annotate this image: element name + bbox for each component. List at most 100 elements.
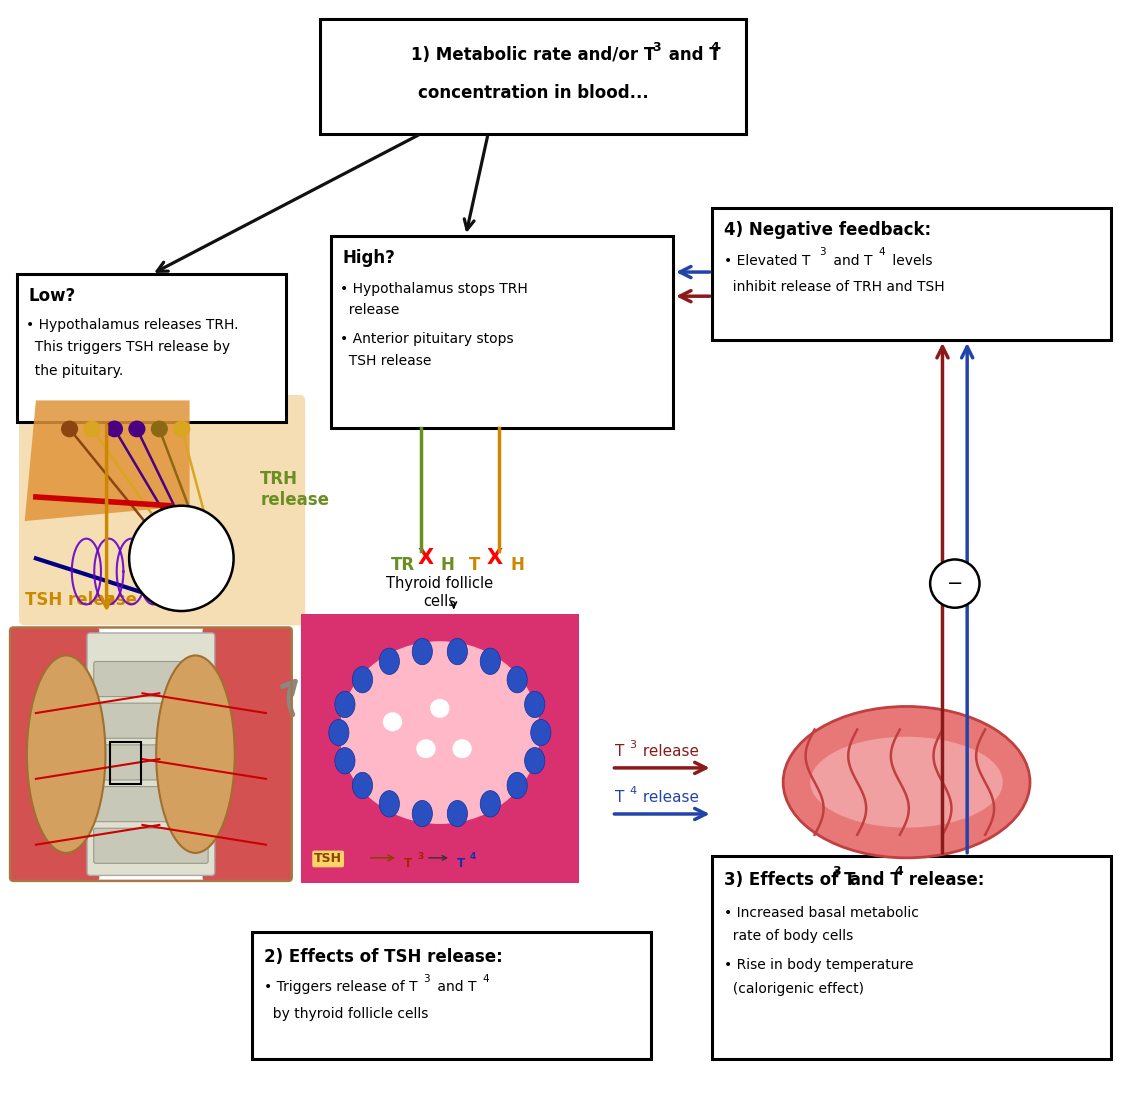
Text: TSH release: TSH release	[25, 591, 137, 609]
Circle shape	[129, 421, 145, 437]
Text: inhibit release of TRH and TSH: inhibit release of TRH and TSH	[724, 281, 945, 294]
Text: 4: 4	[470, 852, 477, 861]
Text: 2) Effects of TSH release:: 2) Effects of TSH release:	[264, 948, 503, 965]
Circle shape	[107, 421, 122, 437]
Ellipse shape	[507, 667, 527, 693]
Text: • Triggers release of T: • Triggers release of T	[264, 981, 417, 994]
FancyBboxPatch shape	[712, 856, 1111, 1059]
Text: H: H	[441, 556, 454, 574]
PathPatch shape	[25, 400, 190, 521]
Ellipse shape	[412, 801, 432, 827]
Text: X: X	[487, 548, 503, 568]
Text: • Hypothalamus releases TRH.: • Hypothalamus releases TRH.	[26, 318, 238, 331]
Text: release:: release:	[903, 871, 985, 889]
Ellipse shape	[448, 801, 468, 827]
Text: cells: cells	[423, 593, 457, 609]
FancyBboxPatch shape	[252, 932, 651, 1059]
Text: 4: 4	[710, 41, 719, 54]
Text: 3: 3	[417, 852, 423, 861]
FancyBboxPatch shape	[10, 627, 100, 881]
FancyBboxPatch shape	[17, 274, 286, 422]
Text: rate of body cells: rate of body cells	[724, 929, 853, 942]
FancyBboxPatch shape	[88, 633, 214, 875]
FancyBboxPatch shape	[202, 627, 292, 881]
Ellipse shape	[379, 648, 399, 675]
Ellipse shape	[27, 655, 105, 853]
Circle shape	[417, 739, 435, 757]
Text: release: release	[260, 491, 329, 509]
Text: H: H	[511, 556, 524, 574]
Text: 4) Negative feedback:: 4) Negative feedback:	[724, 222, 931, 239]
Text: 3) Effects of T: 3) Effects of T	[724, 871, 855, 889]
Text: T: T	[615, 744, 624, 759]
Text: X: X	[417, 548, 433, 568]
Ellipse shape	[531, 720, 551, 746]
FancyBboxPatch shape	[712, 208, 1111, 340]
Text: and T: and T	[663, 46, 720, 64]
Text: TSH release: TSH release	[340, 354, 431, 367]
Circle shape	[84, 421, 100, 437]
Text: • Elevated T: • Elevated T	[724, 255, 810, 268]
Text: release: release	[638, 744, 699, 759]
Text: • Hypothalamus stops TRH: • Hypothalamus stops TRH	[340, 282, 527, 295]
Ellipse shape	[480, 791, 500, 817]
Circle shape	[384, 713, 402, 731]
Ellipse shape	[129, 506, 233, 611]
Ellipse shape	[334, 747, 355, 773]
Ellipse shape	[156, 655, 234, 853]
Text: 4: 4	[482, 973, 489, 984]
Text: the pituitary.: the pituitary.	[26, 364, 123, 377]
FancyBboxPatch shape	[93, 745, 209, 780]
Text: • Increased basal metabolic: • Increased basal metabolic	[724, 906, 919, 919]
Text: • Anterior pituitary stops: • Anterior pituitary stops	[340, 332, 514, 346]
FancyBboxPatch shape	[19, 395, 305, 625]
FancyBboxPatch shape	[301, 614, 579, 883]
FancyBboxPatch shape	[331, 236, 673, 428]
Text: and T: and T	[844, 871, 901, 889]
Ellipse shape	[340, 641, 540, 824]
Text: and T: and T	[433, 981, 477, 994]
Text: 4: 4	[894, 864, 903, 878]
Text: Low?: Low?	[28, 287, 75, 305]
Text: • Rise in body temperature: • Rise in body temperature	[724, 959, 913, 972]
Text: High?: High?	[342, 249, 395, 267]
Circle shape	[431, 700, 449, 717]
Text: 4: 4	[629, 785, 636, 796]
Ellipse shape	[507, 772, 527, 799]
Text: 3: 3	[423, 973, 430, 984]
Text: release: release	[340, 304, 399, 317]
Text: −: −	[947, 574, 963, 593]
Text: 1) Metabolic rate and/or T: 1) Metabolic rate and/or T	[411, 46, 655, 64]
FancyBboxPatch shape	[93, 661, 209, 697]
Ellipse shape	[334, 691, 355, 717]
Ellipse shape	[352, 772, 373, 799]
Ellipse shape	[810, 737, 1003, 827]
Circle shape	[62, 421, 77, 437]
Text: release: release	[638, 790, 699, 805]
Ellipse shape	[525, 691, 545, 717]
FancyBboxPatch shape	[93, 828, 209, 863]
Circle shape	[151, 421, 167, 437]
Circle shape	[453, 739, 471, 757]
Circle shape	[930, 559, 980, 608]
Text: T: T	[404, 857, 412, 870]
Text: T: T	[457, 857, 465, 870]
Ellipse shape	[448, 638, 468, 665]
Text: (calorigenic effect): (calorigenic effect)	[724, 983, 864, 996]
Ellipse shape	[352, 667, 373, 693]
Text: T: T	[615, 790, 624, 805]
Text: 3: 3	[652, 41, 661, 54]
Text: concentration in blood...: concentration in blood...	[417, 84, 649, 102]
Text: T: T	[469, 556, 480, 574]
Text: levels: levels	[888, 255, 932, 268]
Text: 3: 3	[819, 247, 826, 258]
Text: and T: and T	[829, 255, 873, 268]
Text: This triggers TSH release by: This triggers TSH release by	[26, 340, 230, 353]
Text: TR: TR	[390, 556, 415, 574]
FancyBboxPatch shape	[93, 703, 209, 738]
Ellipse shape	[329, 720, 349, 746]
Text: 3: 3	[833, 864, 842, 878]
Text: by thyroid follicle cells: by thyroid follicle cells	[264, 1007, 429, 1020]
Text: TRH: TRH	[260, 471, 298, 488]
Ellipse shape	[412, 638, 432, 665]
